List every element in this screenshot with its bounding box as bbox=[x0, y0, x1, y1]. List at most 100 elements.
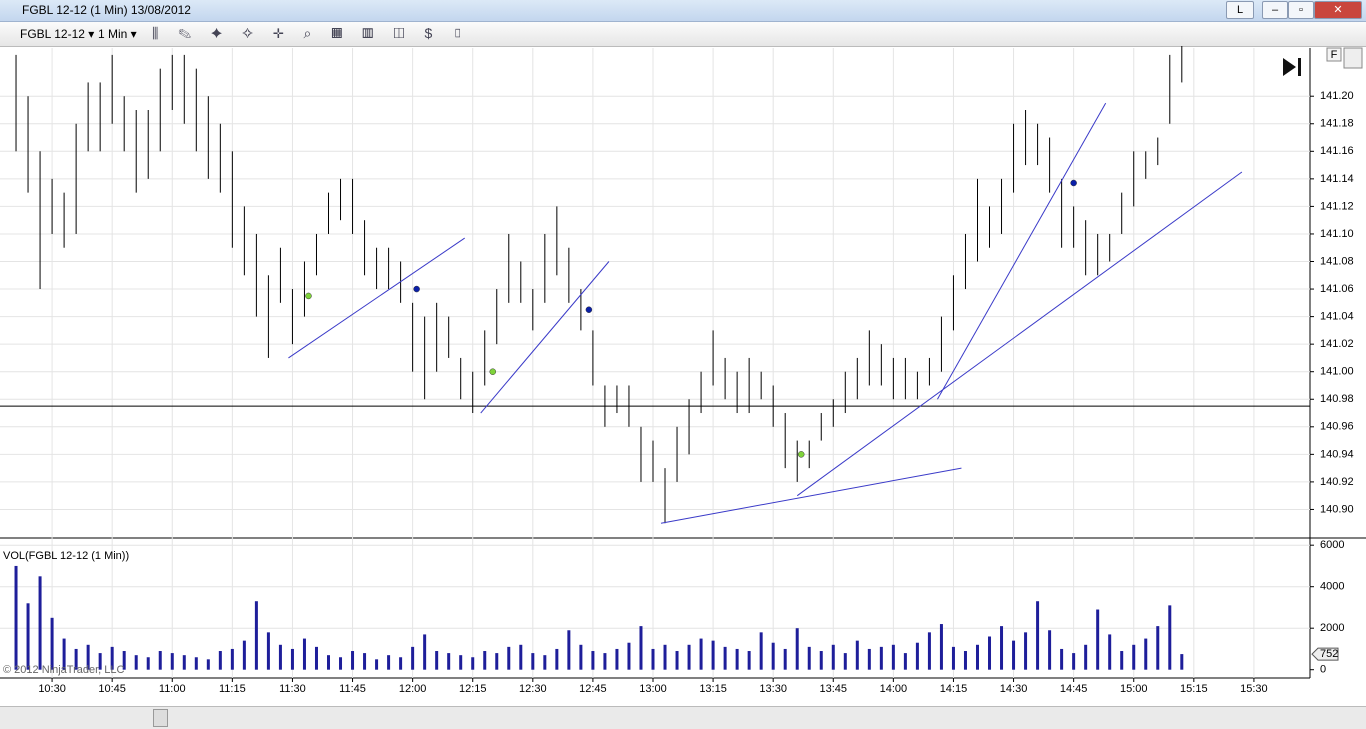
panel-title: VOL(FGBL 12-12 (1 Min)) bbox=[3, 550, 129, 562]
y-tick-label: 141.10 bbox=[1320, 228, 1354, 240]
volume-bar bbox=[507, 646, 511, 670]
volume-bar bbox=[14, 565, 18, 670]
volume-bar bbox=[495, 653, 499, 670]
trend-line bbox=[936, 102, 1107, 400]
interval: 1 Min bbox=[98, 27, 128, 41]
f-button[interactable] bbox=[1326, 47, 1342, 62]
volume-bar bbox=[74, 648, 78, 670]
volume-bar bbox=[230, 648, 234, 670]
play-end-icon bbox=[1283, 58, 1301, 76]
last-value: 752 bbox=[1320, 648, 1338, 660]
signal-dot bbox=[413, 285, 420, 293]
volume-bar bbox=[86, 644, 90, 670]
volume-bar bbox=[411, 646, 415, 670]
maximize[interactable]: ▫ bbox=[1288, 1, 1314, 19]
y-tick-label: 6000 bbox=[1320, 539, 1344, 551]
x-tick-label: 13:45 bbox=[820, 683, 848, 695]
y-tick-label: 141.04 bbox=[1320, 311, 1354, 323]
volume-bar bbox=[1180, 654, 1184, 670]
y-tick-label: 140.98 bbox=[1320, 393, 1354, 405]
x-tick-label: 11:45 bbox=[339, 683, 366, 695]
y-tick-label: 2000 bbox=[1320, 622, 1344, 634]
x-tick-label: 11:15 bbox=[219, 683, 246, 695]
y-tick-label: 141.02 bbox=[1320, 338, 1354, 350]
volume-bar bbox=[867, 648, 871, 670]
volume-bar bbox=[1024, 632, 1028, 670]
volume-bar bbox=[435, 651, 439, 670]
interval-select[interactable]: 1 Min ▾ bbox=[98, 27, 137, 41]
copyright: © 2012 NinjaTrader, LLC bbox=[3, 664, 124, 676]
y-tick-label: 140.92 bbox=[1320, 476, 1354, 488]
x-tick-label: 15:15 bbox=[1180, 683, 1208, 695]
x-tick-label: 14:00 bbox=[880, 683, 908, 695]
scroll-thumb[interactable] bbox=[153, 709, 168, 727]
volume-bar bbox=[1072, 653, 1076, 670]
instrument: FGBL 12-12 bbox=[20, 27, 85, 41]
volume-bar bbox=[963, 651, 967, 670]
volume-bar bbox=[459, 655, 463, 670]
volume-bar bbox=[615, 648, 619, 670]
volume-bar bbox=[122, 651, 126, 670]
volume-bar bbox=[194, 657, 198, 670]
x-tick-label: 15:30 bbox=[1240, 683, 1268, 695]
link-button[interactable]: L bbox=[1226, 1, 1254, 19]
volume-bar bbox=[567, 630, 571, 670]
volume-bar bbox=[975, 644, 979, 670]
title-bar: FGBL 12-12 (1 Min) 13/08/2012 L – ▫ ✕ bbox=[0, 0, 1366, 22]
instrument-select[interactable]: FGBL 12-12 ▾ bbox=[20, 27, 95, 41]
volume-bar bbox=[687, 644, 691, 670]
volume-bar bbox=[1084, 644, 1088, 670]
volume-bar bbox=[927, 632, 931, 670]
volume-bar bbox=[254, 601, 258, 670]
volume-bar bbox=[1000, 626, 1004, 670]
volume-bar bbox=[519, 644, 523, 670]
y-tick-label: 0 bbox=[1320, 664, 1326, 676]
volume-bar bbox=[218, 651, 222, 670]
volume-bar bbox=[855, 640, 859, 670]
volume-bar bbox=[170, 653, 174, 670]
y-tick-label: 141.18 bbox=[1320, 118, 1354, 130]
x-tick-label: 11:00 bbox=[159, 683, 186, 695]
minimize[interactable]: – bbox=[1262, 1, 1288, 19]
volume-bar bbox=[831, 644, 835, 670]
volume-bar bbox=[627, 642, 631, 670]
volume-bar bbox=[98, 653, 102, 670]
volume-bar bbox=[675, 651, 679, 670]
trend-line bbox=[796, 171, 1243, 497]
y-tick-label: 141.20 bbox=[1320, 90, 1354, 102]
volume-bar bbox=[651, 648, 655, 670]
y-tick-label: 141.16 bbox=[1320, 145, 1354, 157]
volume-bar bbox=[723, 646, 727, 670]
volume-bar bbox=[375, 659, 379, 670]
volume-bar bbox=[843, 653, 847, 670]
volume-bar bbox=[182, 655, 186, 670]
volume-bar bbox=[1096, 609, 1100, 670]
volume-bar bbox=[603, 653, 607, 670]
volume-bar bbox=[759, 632, 763, 670]
volume-bar bbox=[134, 655, 138, 670]
x-tick-label: 13:30 bbox=[759, 683, 787, 695]
volume-bar bbox=[387, 655, 391, 670]
scrollbar[interactable] bbox=[0, 706, 1366, 729]
x-tick-label: 10:45 bbox=[98, 683, 126, 695]
volume-bar bbox=[1036, 601, 1040, 670]
volume-bar bbox=[1048, 630, 1052, 670]
chart: 10:30 10:45 11:00 11:15 11:30 11:45 12:00 12:15… bbox=[0, 46, 1366, 695]
close[interactable]: ✕ bbox=[1314, 1, 1362, 19]
volume-bar bbox=[819, 651, 823, 670]
f-button-label: F bbox=[1331, 49, 1338, 61]
signal-dot bbox=[797, 451, 805, 458]
signal-dot bbox=[585, 306, 593, 313]
y-tick-label: 140.90 bbox=[1320, 503, 1354, 515]
volume-bar bbox=[807, 646, 811, 670]
volume-bar bbox=[363, 653, 367, 670]
tool-icons[interactable]: ⫼ ✎ ✦ ✧ ✛ ⌕ ▦ ▥ ◫ $ ▯ bbox=[152, 25, 472, 41]
volume-bar bbox=[747, 651, 751, 670]
volume-bar bbox=[939, 624, 943, 670]
window-title: FGBL 12-12 (1 Min) 13/08/2012 bbox=[22, 3, 191, 17]
volume-bar bbox=[879, 646, 883, 670]
volume-bar bbox=[314, 646, 318, 670]
volume-bar bbox=[891, 644, 895, 670]
y-tick-label: 140.96 bbox=[1320, 421, 1354, 433]
volume-bar bbox=[1120, 651, 1124, 670]
